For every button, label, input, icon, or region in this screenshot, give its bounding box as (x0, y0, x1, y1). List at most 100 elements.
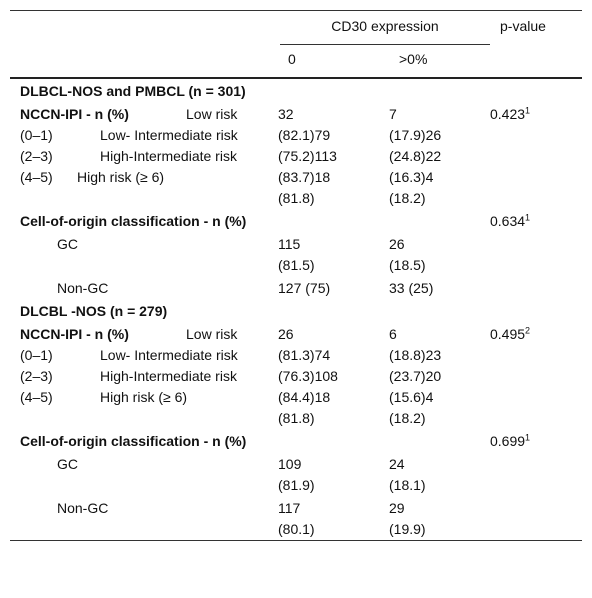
cell-line: (15.6)4 (389, 389, 434, 405)
value-cell: 26 (81.3)74 (76.3)108 (84.4)18 (81.8) (278, 324, 389, 429)
value-cell (278, 431, 389, 452)
value-cell: 26 (18.5) (389, 234, 490, 276)
cell-line: 32 (278, 106, 294, 122)
group-label: CD30 expression (331, 18, 439, 34)
p-cell (490, 454, 582, 496)
row-label: Cell-of-origin classification - n (%) (20, 433, 247, 449)
label-line: (4–5) High risk (≥ 6) (20, 387, 278, 408)
table-row: Non-GC 117 (80.1) 29 (19.9) (10, 496, 582, 540)
cell-line: 29 (389, 500, 405, 516)
cell-line: 26 (389, 236, 405, 252)
cell-line: 109 (278, 456, 302, 472)
label-cell: Non-GC (10, 498, 278, 540)
table-row: Cell-of-origin classification - n (%) 0.6… (10, 429, 582, 452)
section-title: DLBCL-NOS and PMBCL (n = 301) (20, 83, 246, 99)
cell-line: 117 (278, 500, 301, 516)
cell-line: 115 (278, 236, 301, 252)
cell-line: 33 (25) (389, 280, 434, 296)
value-cell: 32 (82.1)79 (75.2)113 (83.7)18 (81.8) (278, 104, 389, 209)
cell-line: (83.7)18 (278, 169, 331, 185)
column-label: 0 (288, 51, 296, 67)
value-cell: 29 (19.9) (389, 498, 490, 540)
p-value-number: 0.495 (490, 326, 526, 342)
table-row: Cell-of-origin classification - n (%) 0.6… (10, 209, 582, 232)
row-label: GC (57, 236, 78, 252)
risk-label: Low risk (186, 106, 238, 122)
table-row: GC 109 (81.9) 24 (18.1) (10, 452, 582, 496)
label-cell: GC (10, 454, 278, 496)
cell-line: (24.8)22 (389, 148, 442, 164)
cell-line: 26 (278, 326, 294, 342)
p-value: 0.4952 (490, 324, 582, 345)
cell-line: (80.1) (278, 521, 315, 537)
label-line: NCCN-IPI - n (%) Low risk (20, 324, 278, 345)
label-line: (0–1) Low- Intermediate risk (20, 345, 278, 366)
cell-line: (16.3)4 (389, 169, 434, 185)
cell-line: (18.5) (389, 257, 426, 273)
risk-label: High risk (≥ 6) (100, 389, 188, 405)
p-cell: 0.4231 (490, 104, 582, 209)
table-row: GC 115 (81.5) 26 (18.5) (10, 232, 582, 276)
cell-line: (81.5) (278, 257, 315, 273)
label-line: (0–1) Low- Intermediate risk (20, 125, 278, 146)
section-title: DLCBL -NOS (n = 279) (20, 303, 168, 319)
group-rule (280, 44, 490, 45)
value-cell: 24 (18.1) (389, 454, 490, 496)
value-cell: 7 (17.9)26 (24.8)22 (16.3)4 (18.2) (389, 104, 490, 209)
cell-line: (81.8) (278, 190, 315, 206)
risk-label: Low- Intermediate risk (100, 127, 238, 143)
p-value: 0.4231 (490, 104, 582, 125)
row-label: Non-GC (57, 500, 109, 516)
p-cell: 0.6341 (490, 211, 582, 232)
p-value: 0.6341 (490, 211, 582, 232)
cell-line: (81.9) (278, 477, 315, 493)
value-cell: 115 (81.5) (278, 234, 389, 276)
cell-line: 7 (389, 106, 397, 122)
label-cell: Cell-of-origin classification - n (%) (10, 211, 278, 232)
table-row: Non-GC 127 (75) 33 (25) (10, 276, 582, 299)
cell-line: 24 (389, 456, 405, 472)
label-part: (2–3) (20, 148, 53, 164)
label-cell: GC (10, 234, 278, 276)
cell-line: (18.8)23 (389, 347, 442, 363)
cell-line: (17.9)26 (389, 127, 442, 143)
value-cell: 127 (75) (278, 278, 389, 299)
footnote-mark: 1 (525, 105, 531, 116)
column-label: >0% (399, 51, 428, 67)
table-header: CD30 expression p-value 0 >0% (10, 11, 582, 79)
label-part: NCCN-IPI - n (%) (20, 106, 129, 122)
p-value: 0.6991 (490, 431, 582, 452)
label-part: (4–5) (20, 389, 53, 405)
p-cell (490, 278, 582, 299)
label-cell: NCCN-IPI - n (%) Low risk (0–1) Low- Interm… (10, 324, 278, 429)
risk-label: Low risk (186, 326, 238, 342)
table: CD30 expression p-value 0 >0% DLBCL-NOS … (10, 10, 582, 541)
value-cell (389, 431, 490, 452)
value-cell: 6 (18.8)23 (23.7)20 (15.6)4 (18.2) (389, 324, 490, 429)
table-row: NCCN-IPI - n (%) Low risk (0–1) Low- Interm… (10, 322, 582, 429)
cell-line: 6 (389, 326, 397, 342)
cell-line: (18.2) (389, 410, 426, 426)
risk-label: High-Intermediate risk (100, 148, 237, 164)
row-label: Cell-of-origin classification - n (%) (20, 213, 247, 229)
value-cell (389, 211, 490, 232)
table-body: DLBCL-NOS and PMBCL (n = 301) NCCN-IPI - … (10, 79, 582, 540)
cell-line: (18.2) (389, 190, 426, 206)
cell-line: (75.2)113 (278, 148, 337, 164)
label-cell: NCCN-IPI - n (%) Low risk (0–1) Low- Interm… (10, 104, 278, 209)
label-line: (2–3) High-Intermediate risk (20, 146, 278, 167)
p-cell (490, 498, 582, 540)
cell-line: (18.1) (389, 477, 426, 493)
p-value-number: 0.423 (490, 106, 526, 122)
label-part: (0–1) (20, 127, 53, 143)
cell-line: 127 (75) (278, 280, 331, 296)
label-cell: Non-GC (10, 278, 278, 299)
label-cell: Cell-of-origin classification - n (%) (10, 431, 278, 452)
cell-line: (82.1)79 (278, 127, 331, 143)
label-part: (0–1) (20, 347, 53, 363)
p-cell: 0.4952 (490, 324, 582, 429)
cell-line: (81.8) (278, 410, 315, 426)
risk-label: Low- Intermediate risk (100, 347, 238, 363)
cell-line: (19.9) (389, 521, 426, 537)
